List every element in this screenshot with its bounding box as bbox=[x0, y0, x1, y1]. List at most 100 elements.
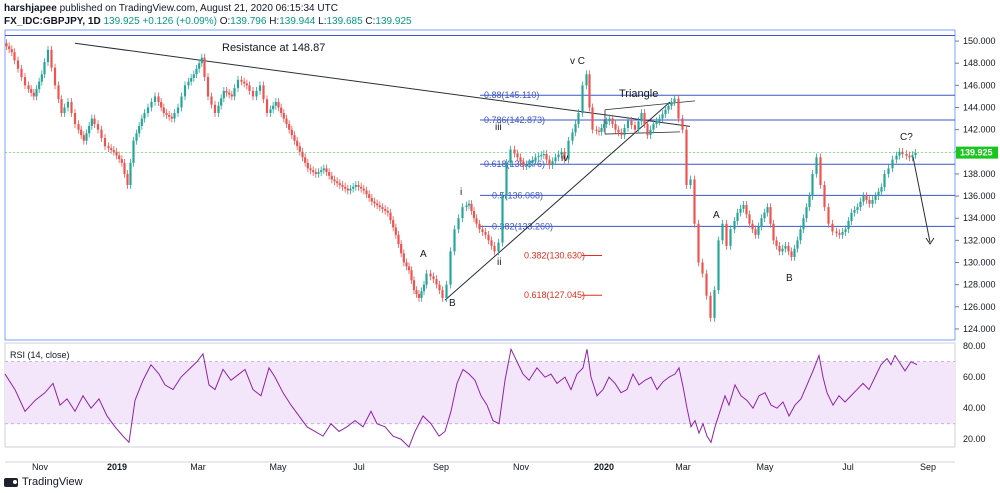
candle-body bbox=[306, 162, 309, 169]
candle-body bbox=[190, 77, 193, 82]
candle-body bbox=[362, 188, 365, 191]
candle-body bbox=[373, 201, 376, 204]
candle-body bbox=[838, 233, 841, 235]
candle-body bbox=[46, 49, 50, 63]
price-tick-label: 146.000 bbox=[963, 80, 996, 90]
candle-body bbox=[82, 135, 85, 141]
projection-label: 0.382(130.630) bbox=[524, 251, 585, 261]
candle-body bbox=[225, 90, 228, 93]
candle-body bbox=[195, 68, 198, 75]
candle-body bbox=[198, 63, 201, 69]
candle-body bbox=[877, 191, 880, 197]
candle-body bbox=[689, 179, 692, 185]
candle-body bbox=[376, 203, 379, 206]
wave-label: B bbox=[449, 298, 456, 309]
wave-label: A bbox=[420, 249, 427, 260]
candle-body bbox=[298, 146, 301, 152]
author-name[interactable]: harshjapee bbox=[4, 3, 57, 14]
candle-body bbox=[697, 223, 700, 263]
rsi-title: RSI (14, close) bbox=[10, 350, 70, 360]
candle-body bbox=[664, 109, 667, 115]
price-tick-label: 132.000 bbox=[963, 235, 996, 245]
candle-body bbox=[595, 129, 598, 131]
candle-body bbox=[57, 85, 60, 100]
candle-body bbox=[835, 231, 838, 234]
candle-body bbox=[13, 52, 16, 61]
candle-body bbox=[112, 149, 115, 152]
wave-label: B bbox=[786, 273, 793, 284]
candle-body bbox=[554, 157, 557, 162]
candle-body bbox=[435, 279, 438, 285]
candle-body bbox=[420, 291, 423, 298]
candle-body bbox=[453, 229, 456, 252]
candle-body bbox=[497, 242, 500, 252]
tradingview-logo[interactable]: TradingView bbox=[4, 474, 83, 490]
candle-body bbox=[410, 270, 413, 281]
wave-label: A bbox=[713, 210, 720, 221]
candle-body bbox=[725, 223, 728, 246]
candle-body bbox=[721, 223, 724, 241]
candle-body bbox=[831, 223, 834, 232]
time-tick-label: Jul bbox=[842, 462, 854, 472]
candle-body bbox=[150, 101, 153, 108]
candle-body bbox=[432, 276, 435, 280]
candle-body bbox=[115, 151, 118, 156]
candle-body bbox=[677, 98, 680, 119]
candle-body bbox=[349, 188, 352, 191]
candle-body bbox=[655, 121, 658, 125]
candle-body bbox=[670, 101, 673, 106]
rsi-tick-label: 20.00 bbox=[963, 434, 986, 444]
candle-body bbox=[314, 172, 317, 174]
last-price-label: 139.925 bbox=[960, 148, 993, 158]
candle-body bbox=[823, 185, 826, 208]
candle-body bbox=[602, 124, 606, 128]
candle-body bbox=[16, 60, 20, 69]
candle-body bbox=[475, 218, 478, 224]
candle-body bbox=[805, 207, 808, 219]
candle-body bbox=[422, 284, 426, 292]
candle-body bbox=[110, 148, 113, 150]
candle-body bbox=[135, 133, 138, 141]
candle-body bbox=[865, 196, 868, 200]
candle-body bbox=[681, 118, 684, 130]
candle-body bbox=[588, 74, 591, 108]
candle-body bbox=[123, 162, 126, 174]
candle-body bbox=[481, 229, 484, 233]
candle-body bbox=[73, 113, 77, 125]
tradingview-brand: TradingView bbox=[22, 476, 83, 488]
candle-body bbox=[80, 129, 83, 136]
candle-body bbox=[394, 227, 397, 235]
low-value: 139.685 bbox=[326, 16, 363, 27]
candle-body bbox=[243, 81, 246, 84]
candle-body bbox=[775, 240, 778, 246]
symbol-label[interactable]: FX_IDC:GBPJPY, 1D bbox=[4, 16, 101, 27]
candle-body bbox=[262, 85, 265, 100]
candle-body bbox=[859, 201, 862, 208]
candle-body bbox=[126, 173, 129, 185]
candle-body bbox=[757, 226, 760, 235]
candle-body bbox=[27, 85, 30, 90]
candle-body bbox=[701, 262, 704, 274]
price-tick-label: 150.000 bbox=[963, 36, 996, 46]
projection-arrow bbox=[912, 156, 931, 243]
candle-body bbox=[378, 205, 381, 208]
candle-body bbox=[301, 151, 304, 158]
candle-body bbox=[856, 207, 859, 210]
candle-body bbox=[449, 251, 452, 285]
time-tick-label: Jul bbox=[353, 462, 365, 472]
candle-body bbox=[272, 105, 275, 110]
price-pane-border bbox=[4, 29, 956, 341]
candle-body bbox=[245, 83, 248, 86]
price-tick-label: 124.000 bbox=[963, 324, 996, 334]
candle-body bbox=[429, 273, 432, 277]
candle-body bbox=[811, 173, 814, 197]
candle-body bbox=[336, 181, 339, 184]
candle-body bbox=[23, 77, 27, 86]
close-label: C: bbox=[365, 16, 376, 27]
candle-body bbox=[519, 157, 522, 162]
candle-body bbox=[203, 57, 206, 78]
candle-body bbox=[465, 205, 468, 208]
candle-body bbox=[891, 159, 894, 169]
candle-body bbox=[206, 77, 210, 97]
